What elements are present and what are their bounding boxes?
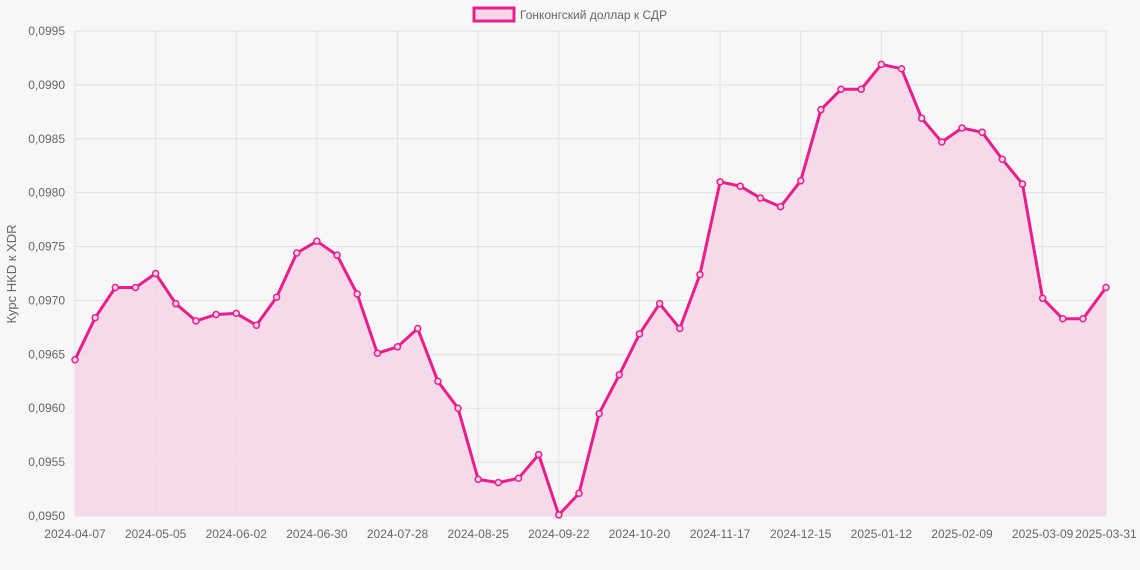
x-tick-label: 2024-04-07 bbox=[44, 527, 106, 541]
data-point[interactable] bbox=[897, 64, 906, 73]
data-point[interactable] bbox=[293, 249, 301, 257]
data-point[interactable] bbox=[555, 511, 563, 519]
y-tick-label: 0,0970 bbox=[28, 293, 65, 307]
x-tick-label: 2025-03-09 bbox=[1012, 527, 1074, 541]
data-point[interactable] bbox=[212, 310, 220, 319]
data-point[interactable] bbox=[474, 475, 482, 484]
data-point[interactable] bbox=[91, 313, 99, 322]
data-point[interactable] bbox=[151, 269, 160, 278]
series-points[interactable] bbox=[71, 60, 1110, 519]
data-point[interactable] bbox=[1079, 315, 1087, 323]
data-point[interactable] bbox=[958, 124, 966, 132]
data-point[interactable] bbox=[333, 251, 341, 259]
data-point[interactable] bbox=[192, 317, 200, 325]
data-point[interactable] bbox=[857, 85, 865, 93]
data-point[interactable] bbox=[1102, 283, 1110, 292]
data-point[interactable] bbox=[454, 404, 462, 412]
legend-label: Гонконгский доллар к СДР bbox=[520, 8, 667, 22]
x-tick-label: 2024-10-20 bbox=[609, 527, 671, 541]
x-tick-label: 2024-11-17 bbox=[690, 527, 751, 541]
data-point[interactable] bbox=[1018, 180, 1027, 188]
x-tick-label: 2024-07-28 bbox=[367, 527, 429, 541]
data-point[interactable] bbox=[373, 349, 382, 358]
y-axis-tick-labels: 0,0950 0,0955 0,0960 0,0965 0,0970 0,0975 0,09… bbox=[28, 24, 65, 523]
series-area-fill bbox=[75, 64, 1106, 517]
y-tick-label: 0,0965 bbox=[28, 347, 65, 361]
data-point[interactable] bbox=[837, 85, 845, 93]
data-point[interactable] bbox=[353, 290, 361, 298]
data-point[interactable] bbox=[736, 182, 745, 190]
legend[interactable]: Гонконгский доллар к СДР bbox=[472, 6, 667, 23]
x-tick-label: 2024-09-22 bbox=[528, 527, 590, 541]
x-tick-label: 2024-05-05 bbox=[125, 527, 187, 541]
y-tick-label: 0,0960 bbox=[28, 401, 65, 415]
data-point[interactable] bbox=[756, 194, 765, 202]
y-axis-title: Курс HKD к XDR bbox=[4, 224, 19, 323]
data-point[interactable] bbox=[172, 299, 180, 308]
data-point[interactable] bbox=[111, 283, 120, 292]
data-point[interactable] bbox=[494, 478, 503, 487]
data-point[interactable] bbox=[1038, 294, 1047, 303]
x-tick-label: 2024-12-15 bbox=[770, 527, 832, 541]
data-point[interactable] bbox=[413, 324, 422, 333]
y-tick-label: 0,0985 bbox=[28, 132, 65, 146]
data-point[interactable] bbox=[917, 114, 926, 123]
x-tick-label: 2025-01-12 bbox=[851, 527, 913, 541]
data-point[interactable] bbox=[938, 138, 946, 146]
data-point[interactable] bbox=[434, 377, 442, 386]
data-point[interactable] bbox=[272, 293, 281, 301]
data-point[interactable] bbox=[716, 178, 724, 186]
data-point[interactable] bbox=[232, 309, 241, 318]
data-point[interactable] bbox=[313, 237, 321, 245]
data-point[interactable] bbox=[514, 474, 523, 483]
line-path bbox=[73, 62, 1108, 517]
y-tick-label: 0,0950 bbox=[28, 509, 65, 523]
x-tick-label: 2024-06-30 bbox=[286, 527, 348, 541]
x-tick-label: 2025-03-31 bbox=[1075, 527, 1137, 541]
data-point[interactable] bbox=[978, 128, 986, 137]
x-tick-label: 2024-08-25 bbox=[447, 527, 509, 541]
x-tick-label: 2025-02-09 bbox=[931, 527, 993, 541]
y-tick-label: 0,0995 bbox=[28, 24, 65, 38]
area-fill bbox=[75, 64, 1106, 517]
data-point[interactable] bbox=[252, 321, 261, 329]
data-point[interactable] bbox=[71, 355, 79, 364]
data-point[interactable] bbox=[393, 343, 402, 351]
x-axis-tick-labels: 2024-04-07 2024-05-05 2024-06-02 2024-06-30… bbox=[44, 527, 1137, 541]
x-tick-label: 2024-06-02 bbox=[206, 527, 268, 541]
data-point[interactable] bbox=[635, 330, 644, 338]
y-tick-label: 0,0990 bbox=[28, 78, 65, 92]
data-point[interactable] bbox=[131, 283, 140, 292]
data-point[interactable] bbox=[877, 60, 886, 69]
series-line bbox=[73, 62, 1108, 517]
data-point[interactable] bbox=[796, 177, 805, 185]
data-point[interactable] bbox=[534, 450, 543, 459]
y-tick-label: 0,0975 bbox=[28, 240, 65, 254]
data-point[interactable] bbox=[676, 324, 684, 333]
data-point[interactable] bbox=[575, 489, 583, 498]
y-tick-label: 0,0955 bbox=[28, 455, 65, 469]
data-point[interactable] bbox=[615, 371, 624, 379]
data-point[interactable] bbox=[1059, 315, 1067, 323]
data-point[interactable] bbox=[776, 202, 785, 211]
data-point[interactable] bbox=[998, 155, 1007, 164]
data-point[interactable] bbox=[595, 409, 603, 418]
y-tick-label: 0,0980 bbox=[28, 186, 65, 200]
data-point[interactable] bbox=[655, 299, 664, 308]
data-point[interactable] bbox=[696, 270, 704, 279]
legend-swatch bbox=[472, 6, 516, 23]
data-point[interactable] bbox=[817, 105, 825, 114]
